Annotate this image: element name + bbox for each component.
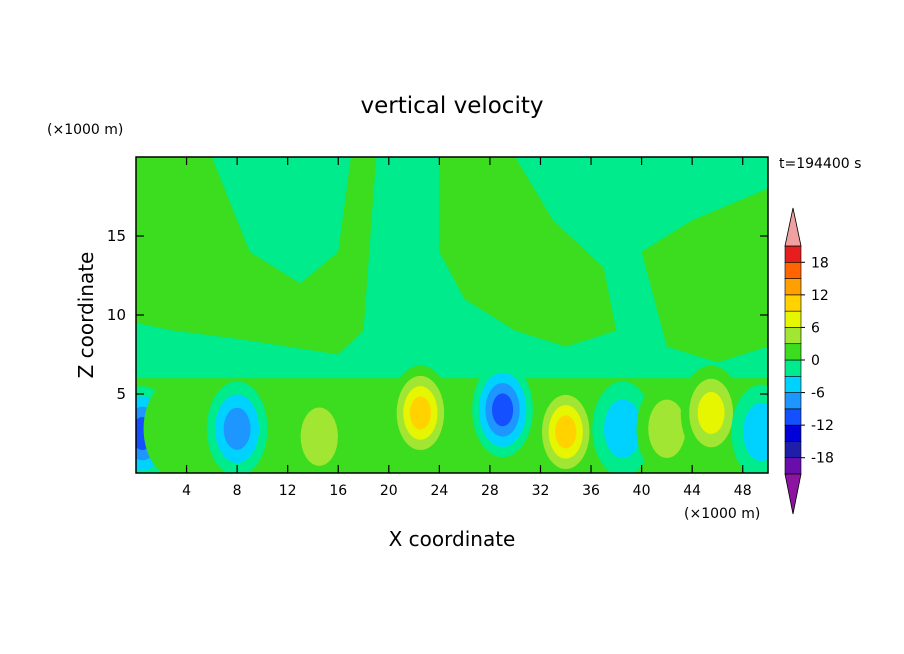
field-region-upper-right (641, 188, 768, 363)
x-tick-label: 28 (481, 483, 499, 499)
colorbar-swatch (784, 424, 802, 442)
x-tick-label: 24 (430, 483, 448, 499)
field-contour (648, 399, 686, 458)
y-tick-label: 5 (116, 385, 126, 403)
field-cell (680, 365, 742, 461)
x-tick-label: 12 (279, 483, 297, 499)
field-region-upper-left (136, 157, 377, 355)
time-label: t=194400 s (779, 156, 861, 172)
colorbar-swatch (784, 294, 802, 312)
x-tick-label: 20 (380, 483, 398, 499)
colorbar-swatch (784, 408, 802, 426)
colorbar-tick-label: 12 (811, 288, 829, 304)
x-tick-label: 32 (532, 483, 550, 499)
field-cell (288, 389, 350, 473)
colorbar-swatch (784, 441, 802, 459)
colorbar-tick-label: -6 (811, 386, 825, 402)
field-contour (743, 402, 768, 462)
colorbar-tick-label: -18 (811, 451, 834, 467)
y-tick-label: 10 (107, 306, 126, 324)
colorbar-under-triangle (784, 473, 802, 515)
field-contour (555, 415, 577, 449)
x-tick-label: 16 (329, 483, 347, 499)
x-tick-label: 8 (233, 483, 242, 499)
colorbar-over-triangle (784, 207, 802, 247)
field-cell (731, 384, 768, 473)
y-unit-label: (×1000 m) (47, 122, 123, 138)
colorbar-swatch (784, 343, 802, 361)
x-tick-label: 36 (582, 483, 600, 499)
field-cell (206, 381, 268, 473)
colorbar-tick-label: 0 (811, 353, 820, 369)
field-contour (603, 399, 642, 458)
y-axis-label: Z coordinate (74, 252, 98, 379)
x-unit-label: (×1000 m) (684, 506, 760, 522)
x-tick-label: 44 (683, 483, 701, 499)
x-tick-label: 4 (182, 483, 191, 499)
y-tick-label: 15 (107, 227, 126, 245)
field-contour (143, 381, 205, 473)
field-contour (697, 391, 725, 435)
colorbar-swatch (784, 392, 802, 410)
x-tick-label: 48 (734, 483, 752, 499)
colorbar-swatch (784, 375, 802, 393)
colorbar-swatch (784, 327, 802, 345)
colorbar-swatch (784, 457, 802, 475)
field-region-upper-center (439, 157, 617, 347)
colorbar-swatch (784, 278, 802, 296)
colorbar-tick-label: -12 (811, 418, 834, 434)
chart-title: vertical velocity (361, 93, 544, 119)
field-cell (535, 384, 597, 473)
field-contour (223, 407, 251, 450)
field-contour (409, 396, 431, 430)
colorbar-swatch (784, 359, 802, 377)
colorbar-swatch (784, 310, 802, 328)
field-cell (390, 365, 451, 461)
colorbar-swatch (784, 261, 802, 279)
field-cell (472, 362, 533, 458)
field-cell (143, 381, 205, 473)
x-tick-label: 40 (633, 483, 651, 499)
colorbar: 18 12 6 0 -6 -12 -18 (784, 207, 834, 515)
colorbar-tick-label: 6 (811, 320, 820, 336)
colorbar-tick-label: 18 (811, 255, 829, 271)
colorbar-swatch (784, 245, 802, 263)
x-axis-label: X coordinate (389, 527, 516, 551)
field-contour (492, 393, 514, 427)
field-contour (300, 407, 338, 466)
velocity-field (136, 157, 768, 473)
field-cell (592, 381, 653, 473)
